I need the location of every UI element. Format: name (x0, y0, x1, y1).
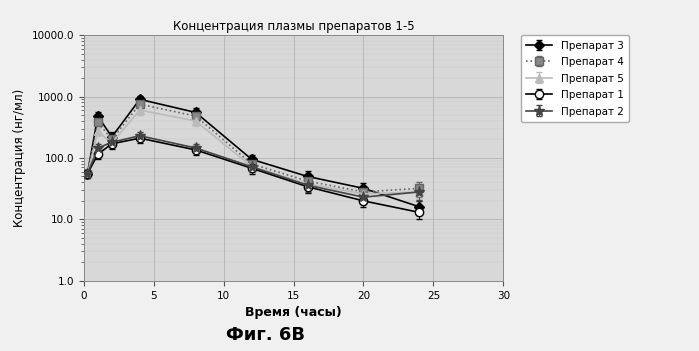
Y-axis label: Концентрация (нг/мл): Концентрация (нг/мл) (13, 89, 26, 227)
Text: Фиг. 6В: Фиг. 6В (226, 326, 305, 344)
X-axis label: Время (часы): Время (часы) (245, 306, 342, 319)
Title: Концентрация плазмы препаратов 1-5: Концентрация плазмы препаратов 1-5 (173, 20, 415, 33)
Legend: Препарат 3, Препарат 4, Препарат 5, Препарат 1, Препарат 2: Препарат 3, Препарат 4, Препарат 5, Преп… (521, 35, 628, 122)
